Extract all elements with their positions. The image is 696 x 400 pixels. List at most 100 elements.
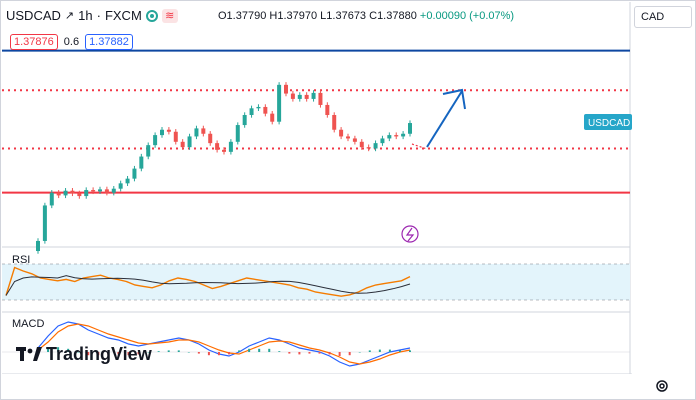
macd-line [37,321,411,367]
tradingview-logo-icon [16,346,42,361]
macd-histogram-bar [67,348,70,352]
candle-body [63,190,68,196]
brand-name: TradingView [46,344,152,364]
tradingview-logo: TradingView [16,344,152,365]
candle-body [339,129,344,137]
macd-histogram-bar [238,350,241,352]
exchange-label: FXCM [104,8,142,23]
candle-body [297,94,302,99]
candle-body [160,129,164,136]
ohlc-close: C1.37880 [369,10,417,22]
macd-histogram-bar [217,352,220,356]
ohlc-open: O1.37790 [218,10,267,22]
candle-body [42,205,47,241]
macd-histogram-bar [157,351,160,352]
candle-body [49,192,54,206]
macd-histogram-bar [258,348,261,352]
spread-value: 0.6 [63,36,80,48]
candle-body [56,192,61,196]
macd-histogram-bar [328,352,331,355]
macd-histogram-bar [107,352,110,356]
candle-body [380,138,385,144]
ohlc-readout: O1.37790 H1.37970 L1.37673 C1.37880 +0.0… [218,10,514,22]
macd-histogram-bar [318,352,321,354]
chart-svg[interactable]: 1.385001.380001.370001.365001.389611.383… [2,2,696,395]
macd-histogram-bar [137,352,140,355]
macd-histogram-bar [278,351,281,352]
candle-body [104,189,109,193]
candle-body [394,135,399,137]
candle-body [318,92,323,105]
candle-body [249,108,254,115]
candle-body [201,128,206,134]
candle-body [228,141,233,152]
symbol-price-tag [584,114,632,130]
macd-histogram-bar [388,349,391,352]
chart-canvas[interactable]: 1.385001.380001.370001.365001.389611.383… [2,2,696,395]
candle-body [311,92,316,99]
rsi-average-line [5,275,411,296]
rsi-pane-label: RSI [12,254,31,266]
macd-histogram-bar [177,350,180,352]
ohlc-low: L1.37673 [320,10,367,22]
trend-arrow-head [442,88,466,110]
lightning-icon[interactable] [401,225,419,243]
macd-histogram-bar [248,348,251,352]
macd-histogram-bar [348,352,351,356]
separator-dot: · [96,8,101,23]
macd-signal-line [37,323,411,365]
macd-histogram-bar [87,352,90,356]
rsi-line [5,266,411,297]
candle-body [194,128,199,137]
trade-panel: 1.37876 0.6 1.37882 [10,34,133,50]
macd-histogram-bar [308,352,311,354]
candle-body [235,125,240,142]
currency-selector[interactable]: CAD [634,6,692,28]
candle-body [215,143,220,150]
candle-body [84,190,89,197]
candle-body [208,133,213,144]
candle-body [70,190,75,194]
candle-body [98,189,102,192]
wave-icon[interactable]: ≋ [161,8,178,23]
candle-body [401,133,406,137]
macd-histogram-bar [77,352,80,353]
candle-body [125,178,130,184]
candle-body [153,135,158,146]
symbol-header[interactable]: USDCAD ↗ 1h · FXCM ≋ [6,8,178,23]
macd-histogram-bar [57,347,60,352]
candle-body [290,93,295,99]
candle-body [77,193,82,197]
macd-histogram-bar [127,352,130,356]
candle-body [180,141,185,148]
macd-histogram-bar [187,352,190,353]
macd-histogram-bar [409,350,411,352]
candle-body [36,240,40,252]
macd-histogram-bar [288,352,291,354]
rsi-band [2,264,630,300]
sell-button[interactable]: 1.37876 [10,34,58,50]
candle-body [263,106,268,114]
candle-body [222,149,226,152]
macd-histogram-bar [47,347,50,352]
macd-histogram-bar [97,352,100,356]
macd-histogram-bar [207,352,210,356]
candle-body [242,115,247,126]
symbol-name[interactable]: USDCAD [6,8,61,23]
trend-arrow-line[interactable] [426,90,463,148]
macd-histogram-bar [378,349,381,352]
candle-body [139,156,144,169]
macd-pane-label: MACD [12,318,45,330]
macd-histogram-bar [117,352,120,355]
settings-gear-icon[interactable] [654,378,670,394]
candle-body [270,113,275,122]
candle-body [346,136,350,139]
macd-histogram-bar [167,350,170,352]
buy-button[interactable]: 1.37882 [85,34,133,50]
cursor-icon: ↗ [64,10,75,22]
timeframe-label[interactable]: 1h [78,8,93,23]
candle-body [132,168,137,179]
candle-body [277,84,282,122]
candle-body [366,147,371,149]
candle-body [373,143,378,149]
